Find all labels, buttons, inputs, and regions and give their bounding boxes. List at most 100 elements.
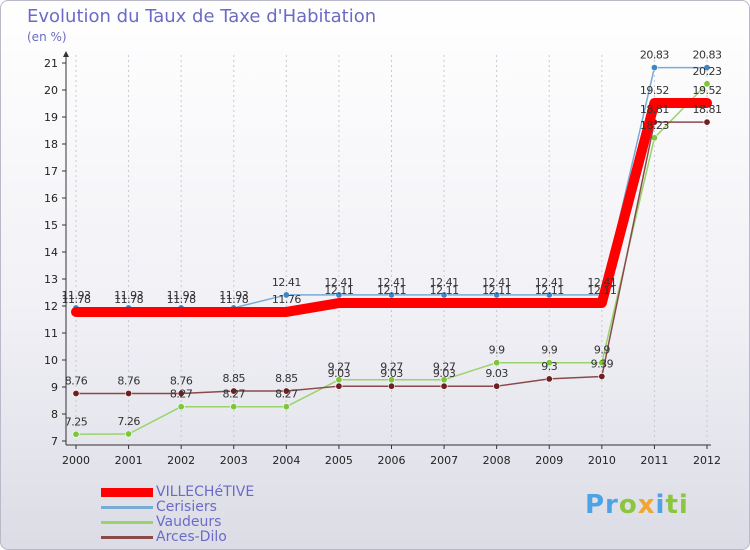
- legend-item-vaudeurs: Vaudeurs: [101, 514, 321, 530]
- data-point-vaudeurs: [177, 403, 185, 411]
- data-label-cerisiers: 20.83: [640, 49, 669, 62]
- data-label-vaudeurs: 9.27: [328, 361, 351, 374]
- data-label-villech-tive: 12.11: [430, 284, 459, 297]
- data-point-arces-dilo: [177, 389, 185, 397]
- data-point-cerisiers: [650, 64, 658, 72]
- data-label-vaudeurs: 8.27: [275, 388, 298, 401]
- data-label-arces-dilo: 9.03: [328, 367, 351, 380]
- data-label-cerisiers: 11.93: [62, 289, 91, 302]
- legend-label: VILLECHéTIVE: [156, 484, 255, 500]
- data-point-arces-dilo: [387, 382, 395, 390]
- data-point-arces-dilo: [125, 389, 133, 397]
- x-tick-label: 2009: [535, 454, 563, 467]
- legend-item-villechetive: VILLECHéTIVE: [101, 484, 321, 500]
- data-label-vaudeurs: 9.9: [489, 344, 505, 357]
- data-point-arces-dilo: [703, 118, 711, 126]
- logo-part: o: [618, 490, 638, 520]
- data-label-vaudeurs: 7.26: [117, 415, 140, 428]
- x-tick-label: 2001: [115, 454, 143, 467]
- data-label-arces-dilo: 8.76: [170, 374, 193, 387]
- data-label-cerisiers: 12.41: [324, 276, 353, 289]
- data-point-arces-dilo: [335, 382, 343, 390]
- y-tick-label: 10: [44, 354, 58, 367]
- data-labels: 11.78 11.78 11.78 11.78 11.76 12.11 12.11 12.11…: [62, 49, 723, 429]
- data-label-villech-tive: 11.78: [62, 293, 91, 306]
- x-tick-label: 2003: [220, 454, 248, 467]
- x-tick-label: 2012: [693, 454, 721, 467]
- data-label-villech-tive: 11.78: [114, 293, 143, 306]
- data-point-arces-dilo: [545, 375, 553, 383]
- y-tick-label: 13: [44, 273, 58, 286]
- y-tick-label: 20: [44, 84, 58, 97]
- y-tick-label: 8: [51, 408, 58, 421]
- y-tick-label: 21: [44, 57, 58, 70]
- data-label-villech-tive: 12.11: [535, 284, 564, 297]
- chart-unit-label: (en %): [27, 30, 67, 44]
- data-label-cerisiers: 12.41: [377, 276, 406, 289]
- proxiti-logo: Proxiti: [585, 490, 689, 520]
- data-label-villech-tive: 11.78: [167, 293, 196, 306]
- legend-item-arces-dilo: Arces-Dilo: [101, 529, 321, 545]
- legend-item-cerisiers: Cerisiers: [101, 499, 321, 515]
- legend-swatch-cerisiers: [101, 506, 153, 509]
- data-label-arces-dilo: 18.81: [640, 103, 669, 116]
- x-tick-label: 2006: [378, 454, 406, 467]
- axes: 7 8 9 10 11 12 13 14 15 16 17 18 19 20 21 2000 2001 2002 2…: [44, 51, 721, 467]
- data-label-villech-tive: 12.11: [324, 284, 353, 297]
- legend-label: Arces-Dilo: [156, 529, 227, 545]
- data-point-cerisiers: [703, 64, 711, 72]
- data-label-arces-dilo: 9.03: [380, 367, 403, 380]
- data-label-cerisiers: 12.41: [430, 276, 459, 289]
- data-label-cerisiers: 11.93: [219, 289, 248, 302]
- logo-part: x: [637, 490, 656, 520]
- data-label-cerisiers: 11.93: [167, 289, 196, 302]
- data-point-arces-dilo: [598, 372, 606, 380]
- data-label-villech-tive: 12.11: [482, 284, 511, 297]
- x-tick-label: 2002: [167, 454, 195, 467]
- data-label-arces-dilo: 8.76: [65, 374, 88, 387]
- data-label-cerisiers: 11.93: [114, 289, 143, 302]
- x-tick-label: 2011: [640, 454, 668, 467]
- data-point-arces-dilo: [440, 382, 448, 390]
- legend-swatch-vaudeurs: [101, 521, 153, 524]
- y-tick-label: 11: [44, 327, 58, 340]
- chart-title: Evolution du Taux de Taxe d'Habitation: [27, 6, 377, 27]
- y-axis-arrow: [63, 51, 69, 57]
- data-label-arces-dilo: 8.85: [275, 372, 298, 385]
- y-tick-label: 19: [44, 111, 58, 124]
- x-tick-label: 2010: [588, 454, 616, 467]
- y-tick-label: 16: [44, 192, 58, 205]
- data-label-cerisiers: 12.41: [272, 276, 301, 289]
- legend-swatch-villechetive: [101, 488, 153, 497]
- x-tick-label: 2004: [272, 454, 300, 467]
- data-point-vaudeurs: [703, 80, 711, 88]
- chart-legend: VILLECHéTIVE Cerisiers Vaudeurs Arces-Di…: [101, 484, 321, 545]
- data-label-cerisiers: 12.41: [482, 276, 511, 289]
- data-point-cerisiers: [282, 291, 290, 299]
- data-point-vaudeurs: [125, 430, 133, 438]
- x-tick-label: 2005: [325, 454, 353, 467]
- data-label-villech-tive: 12.11: [587, 284, 616, 297]
- data-label-vaudeurs: 9.27: [433, 361, 456, 374]
- data-label-arces-dilo: 9.03: [485, 367, 508, 380]
- data-label-vaudeurs: 9.9: [594, 344, 610, 357]
- y-tick-label: 17: [44, 165, 58, 178]
- y-tick-label: 12: [44, 300, 58, 313]
- y-tick-label: 9: [51, 381, 58, 394]
- data-label-cerisiers: 12.41: [587, 276, 616, 289]
- data-label-arces-dilo: 18.81: [693, 103, 722, 116]
- data-label-arces-dilo: 9.03: [433, 367, 456, 380]
- data-label-vaudeurs: 9.9: [541, 344, 557, 357]
- data-point-vaudeurs: [230, 403, 238, 411]
- data-label-villech-tive: 19.52: [640, 84, 669, 97]
- data-label-arces-dilo: 9.3: [541, 360, 557, 373]
- data-label-villech-tive: 12.11: [377, 284, 406, 297]
- y-tick-label: 7: [51, 435, 58, 448]
- data-label-villech-tive: 19.52: [693, 84, 722, 97]
- y-tick-label: 15: [44, 219, 58, 232]
- series-group: [71, 64, 712, 438]
- y-tick-label: 18: [44, 138, 58, 151]
- x-tick-label: 2000: [62, 454, 90, 467]
